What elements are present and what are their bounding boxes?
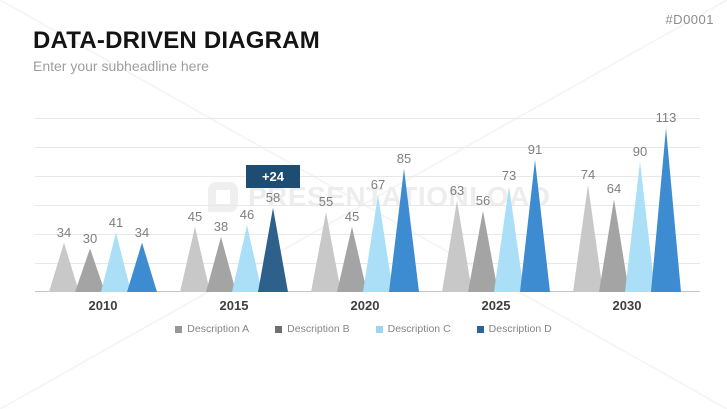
chart-legend: Description A Description B Description C D… <box>0 323 727 335</box>
x-axis-label-2010: 2010 <box>88 298 118 313</box>
triangle-description-d-2020 <box>389 168 419 292</box>
value-label: 63 <box>449 182 465 198</box>
x-axis-label-2020: 2020 <box>350 298 380 313</box>
slide-title[interactable]: DATA-DRIVEN DIAGRAM <box>33 27 320 54</box>
triangle-description-b-2010 <box>75 248 105 292</box>
triangle-description-b-2015 <box>206 236 236 292</box>
triangle-description-c-2010 <box>101 232 131 292</box>
value-label: 74 <box>580 166 596 182</box>
value-label: 85 <box>396 150 412 166</box>
triangle-description-d-2015 <box>258 207 288 292</box>
legend-item-description-b: Description B <box>275 323 350 335</box>
value-label: 56 <box>475 192 491 208</box>
triangle-description-d-2010 <box>127 242 157 292</box>
legend-swatch-icon <box>476 325 484 333</box>
value-label: 91 <box>527 142 543 158</box>
triangle-description-c-2020 <box>363 194 393 292</box>
legend-label: Description D <box>488 323 552 335</box>
plot-area: 34 45 55 63 74 30 38 45 56 64 41 46 67 73 90 34 58 +24 85 9… <box>35 95 700 335</box>
value-label: 73 <box>501 168 517 184</box>
triangle-description-a-2025 <box>442 200 472 292</box>
triangle-description-a-2030 <box>573 184 603 292</box>
triangle-description-c-2015 <box>232 225 262 292</box>
value-label: 90 <box>632 143 648 159</box>
triangle-description-c-2025 <box>494 186 524 292</box>
value-label: 41 <box>108 214 124 230</box>
legend-item-description-d: Description D <box>476 323 552 335</box>
legend-swatch-icon <box>375 325 383 333</box>
legend-label: Description B <box>287 323 350 335</box>
legend-swatch-icon <box>175 325 183 333</box>
value-label: 45 <box>344 208 360 224</box>
slide-code: #D0001 <box>665 12 714 27</box>
legend-label: Description A <box>187 323 250 335</box>
triangle-description-d-2025 <box>520 160 550 292</box>
highlight-badge: +24 <box>246 164 300 188</box>
gridline <box>35 234 700 235</box>
triangle-description-a-2020 <box>311 212 341 292</box>
gridline <box>35 118 700 119</box>
value-label: 67 <box>370 176 386 192</box>
value-label: 55 <box>318 194 334 210</box>
value-label: 64 <box>606 181 622 197</box>
triangle-description-c-2030 <box>625 161 655 292</box>
legend-item-description-a: Description A <box>175 323 249 335</box>
x-axis-label-2025: 2025 <box>481 298 511 313</box>
triangle-description-a-2010 <box>49 242 79 292</box>
legend-swatch-icon <box>275 325 283 333</box>
legend-label: Description C <box>387 323 451 335</box>
value-label: 34 <box>134 224 150 240</box>
value-label: 34 <box>56 224 72 240</box>
triangle-series-canvas <box>49 128 681 292</box>
value-label: 45 <box>187 208 203 224</box>
value-label: 46 <box>239 207 255 223</box>
x-axis-label-2030: 2030 <box>612 298 642 313</box>
value-label: 113 <box>655 110 677 126</box>
value-label: 30 <box>82 230 98 246</box>
gridline <box>35 147 700 148</box>
triangle-description-b-2020 <box>337 226 367 292</box>
legend-item-description-c: Description C <box>375 323 451 335</box>
subheadline-placeholder[interactable]: Enter your subheadline here <box>33 58 209 74</box>
triangle-description-b-2025 <box>468 210 498 292</box>
x-axis-label-2015: 2015 <box>219 298 249 313</box>
triangle-description-d-2030 <box>651 128 681 292</box>
gridline <box>35 176 700 177</box>
triangle-description-b-2030 <box>599 199 629 292</box>
triangle-description-a-2015 <box>180 226 210 292</box>
value-label: 38 <box>213 218 229 234</box>
value-label: 58 <box>265 189 281 205</box>
gridline <box>35 205 700 206</box>
